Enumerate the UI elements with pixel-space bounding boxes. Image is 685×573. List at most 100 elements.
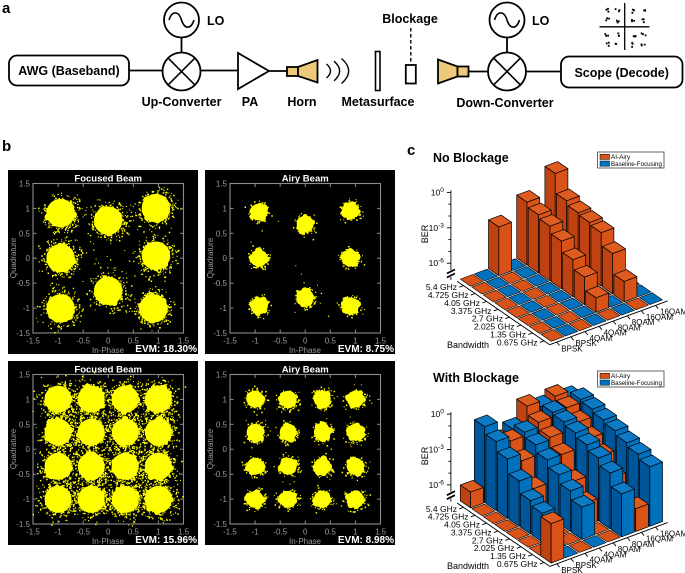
svg-text:-1: -1 (55, 337, 63, 346)
svg-text:EVM: 8.98%: EVM: 8.98% (338, 535, 394, 545)
svg-text:16QAM: 16QAM (646, 313, 673, 322)
svg-text:Quadrature: Quadrature (9, 428, 18, 469)
svg-text:Scope (Decode): Scope (Decode) (574, 66, 668, 80)
svg-text:Blockage: Blockage (382, 12, 438, 26)
svg-text:Bandwidth: Bandwidth (447, 340, 489, 350)
svg-text:Up-Converter: Up-Converter (142, 95, 222, 109)
svg-text:8QAM: 8QAM (618, 323, 641, 332)
svg-text:-0.5: -0.5 (273, 337, 287, 346)
svg-text:Baseline-Focusing: Baseline-Focusing (611, 380, 662, 387)
svg-text:2.025 GHz: 2.025 GHz (474, 322, 515, 332)
svg-text:1.5: 1.5 (178, 337, 190, 346)
svg-text:-0.5: -0.5 (273, 528, 287, 537)
svg-text:0: 0 (223, 254, 228, 263)
svg-text:BER: BER (420, 224, 430, 243)
svg-text:10-3: 10-3 (429, 444, 445, 455)
svg-text:BPSK: BPSK (575, 561, 597, 570)
svg-text:-1.5: -1.5 (223, 528, 237, 537)
svg-text:0.5: 0.5 (216, 229, 228, 238)
svg-text:1: 1 (353, 337, 358, 346)
svg-text:-1.5: -1.5 (16, 329, 30, 338)
svg-text:0.5: 0.5 (19, 229, 31, 238)
svg-text:8QAM: 8QAM (632, 540, 655, 549)
svg-text:AI-Airy: AI-Airy (611, 154, 631, 161)
svg-text:100: 100 (431, 409, 444, 420)
svg-text:-1.5: -1.5 (223, 337, 237, 346)
svg-text:0.5: 0.5 (325, 337, 337, 346)
svg-text:1.5: 1.5 (178, 528, 190, 537)
svg-text:1: 1 (26, 395, 31, 404)
svg-text:100: 100 (431, 187, 444, 198)
svg-text:Quadrature: Quadrature (206, 428, 215, 469)
svg-text:Focused Beam: Focused Beam (74, 365, 142, 376)
svg-text:0: 0 (26, 445, 31, 454)
svg-text:4.725 GHz: 4.725 GHz (428, 512, 469, 522)
svg-text:-0.5: -0.5 (76, 528, 90, 537)
svg-text:EVM: 18.30%: EVM: 18.30% (135, 344, 197, 354)
svg-text:4QAM: 4QAM (590, 334, 613, 343)
svg-text:AI-Airy: AI-Airy (611, 373, 631, 380)
svg-text:Airy Beam: Airy Beam (282, 174, 329, 185)
svg-text:3.375 GHz: 3.375 GHz (451, 528, 492, 538)
svg-text:0: 0 (303, 337, 308, 346)
svg-text:2.7 GHz: 2.7 GHz (472, 314, 503, 324)
svg-text:-1.5: -1.5 (213, 329, 227, 338)
svg-text:2.025 GHz: 2.025 GHz (474, 543, 515, 553)
svg-text:-1: -1 (252, 528, 260, 537)
svg-text:BPSK: BPSK (575, 339, 597, 348)
svg-text:0.5: 0.5 (19, 420, 31, 429)
svg-text:0.5: 0.5 (325, 528, 337, 537)
svg-text:4.725 GHz: 4.725 GHz (428, 290, 469, 300)
svg-text:-0.5: -0.5 (213, 279, 227, 288)
svg-text:-1: -1 (220, 304, 228, 313)
svg-text:1.5: 1.5 (216, 180, 228, 189)
svg-text:LO: LO (207, 14, 225, 28)
svg-text:-1: -1 (23, 304, 31, 313)
svg-text:1.35 GHz: 1.35 GHz (490, 551, 526, 561)
svg-text:Focused Beam: Focused Beam (74, 174, 142, 185)
svg-text:1: 1 (156, 337, 161, 346)
svg-text:0.5: 0.5 (216, 420, 228, 429)
svg-text:Quadrature: Quadrature (206, 237, 215, 278)
svg-text:Bandwidth: Bandwidth (447, 561, 489, 571)
svg-text:1: 1 (156, 528, 161, 537)
svg-text:In-Phase: In-Phase (289, 537, 322, 545)
svg-text:1: 1 (223, 395, 228, 404)
svg-text:-1.5: -1.5 (213, 520, 227, 529)
svg-text:In-Phase: In-Phase (92, 537, 125, 545)
svg-text:-0.5: -0.5 (16, 279, 30, 288)
svg-text:8QAM: 8QAM (618, 545, 641, 554)
svg-text:LO: LO (532, 14, 550, 28)
svg-text:1.5: 1.5 (375, 528, 387, 537)
svg-text:1.5: 1.5 (19, 180, 31, 189)
svg-text:8QAM: 8QAM (632, 318, 655, 327)
svg-text:2.7 GHz: 2.7 GHz (472, 535, 503, 545)
svg-text:1: 1 (223, 204, 228, 213)
svg-text:In-Phase: In-Phase (289, 346, 322, 354)
svg-text:0.675 GHz: 0.675 GHz (497, 559, 538, 569)
svg-text:5.4 GHz: 5.4 GHz (426, 282, 457, 292)
svg-text:4QAM: 4QAM (590, 556, 613, 565)
svg-text:No Blockage: No Blockage (433, 151, 509, 165)
svg-text:10-3: 10-3 (429, 222, 445, 233)
svg-text:With Blockage: With Blockage (433, 371, 519, 385)
svg-text:0.675 GHz: 0.675 GHz (497, 337, 538, 347)
svg-text:Horn: Horn (287, 95, 316, 109)
svg-text:0: 0 (223, 445, 228, 454)
svg-text:-1.5: -1.5 (26, 337, 40, 346)
svg-text:-0.5: -0.5 (76, 337, 90, 346)
svg-text:-0.5: -0.5 (16, 470, 30, 479)
svg-text:1.5: 1.5 (19, 371, 31, 380)
svg-text:BPSK: BPSK (561, 566, 583, 573)
svg-text:-1: -1 (252, 337, 260, 346)
svg-text:1.35 GHz: 1.35 GHz (490, 329, 526, 339)
svg-text:4.05 GHz: 4.05 GHz (444, 298, 480, 308)
svg-text:0: 0 (26, 254, 31, 263)
svg-text:16QAM: 16QAM (660, 308, 685, 317)
svg-text:-0.5: -0.5 (213, 470, 227, 479)
svg-text:BER: BER (420, 446, 430, 465)
svg-text:0: 0 (303, 528, 308, 537)
svg-text:-1.5: -1.5 (16, 520, 30, 529)
svg-text:Down-Converter: Down-Converter (456, 96, 553, 110)
svg-text:10-6: 10-6 (429, 479, 445, 490)
